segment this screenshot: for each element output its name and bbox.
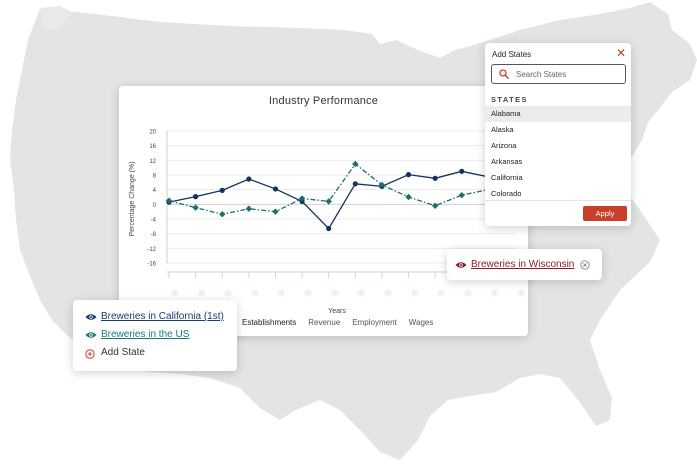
line-chart: 20 16 12 8 4 0 -4 -8 -12 -16 Percentage Change (%)… — [129, 130, 525, 315]
x-tick-placeholder — [490, 289, 498, 297]
y-tick-label: 12 — [149, 159, 156, 165]
state-item-alabama[interactable]: Alabama — [485, 106, 631, 122]
wisconsin-chip: Breweries in Wisconsin — [447, 249, 602, 280]
tab-employment[interactable]: Employment — [352, 318, 397, 327]
y-tick-label: 16 — [149, 144, 156, 150]
x-tick-placeholder — [331, 289, 339, 297]
x-tick-placeholder — [304, 289, 312, 297]
series-line-0 — [168, 170, 516, 230]
add-states-panel: Add States ✕ STATES Alabama Alaska Arizo… — [485, 43, 631, 226]
california-series-link[interactable]: Breweries in California (1st) — [101, 311, 224, 322]
state-item-alaska[interactable]: Alaska — [491, 125, 514, 134]
data-point — [219, 211, 226, 218]
wisconsin-series-link[interactable]: Breweries in Wisconsin — [471, 259, 575, 270]
panel-title: Add States — [492, 50, 532, 59]
state-item-colorado[interactable]: Colorado — [491, 189, 522, 198]
chart-title: Industry Performance — [268, 95, 379, 107]
x-tick-placeholder — [357, 289, 365, 297]
chart-card: Industry Performance 20 16 12 8 4 0 -4 -8 -12 -16… — [119, 86, 528, 336]
y-tick-label: 8 — [153, 174, 157, 180]
tab-revenue[interactable]: Revenue — [308, 318, 341, 327]
data-point — [405, 172, 412, 178]
x-tick-placeholder — [224, 289, 232, 297]
y-tick-label: -8 — [151, 232, 157, 238]
data-point — [165, 197, 173, 204]
us-series-link[interactable]: Breweries in the US — [101, 329, 190, 340]
data-point — [219, 187, 225, 193]
x-tick-placeholder — [437, 289, 445, 297]
y-tick-label: 20 — [149, 130, 156, 136]
x-tick-placeholder — [251, 289, 259, 297]
x-tick-placeholder — [517, 289, 525, 297]
data-point — [193, 194, 199, 200]
data-point — [192, 204, 199, 211]
x-tick-placeholder — [198, 289, 206, 297]
data-point — [352, 160, 359, 168]
y-tick-label: 0 — [153, 203, 157, 209]
add-circle-icon — [85, 349, 95, 359]
panel-divider — [485, 200, 631, 201]
series-line-1 — [168, 163, 516, 215]
series-legend-card: Breweries in California (1st) Breweries … — [73, 300, 237, 371]
eye-icon[interactable] — [455, 261, 467, 269]
data-point — [246, 176, 252, 182]
data-point — [352, 181, 358, 187]
data-point — [272, 208, 279, 215]
close-icon[interactable]: ✕ — [615, 46, 627, 60]
x-tick-placeholder — [171, 289, 179, 297]
x-tick-placeholder — [277, 289, 285, 297]
y-axis-title: Percentage Change (%) — [129, 161, 136, 236]
y-tick-label: -12 — [147, 247, 156, 253]
data-point — [378, 181, 386, 189]
data-point — [459, 168, 465, 174]
metric-tabs: Establishments Revenue Employment Wages — [242, 318, 433, 327]
state-item-arizona[interactable]: Arizona — [491, 141, 517, 150]
data-point — [298, 195, 306, 202]
search-input[interactable] — [516, 67, 620, 81]
add-state-label: Add State — [101, 347, 145, 358]
data-point — [272, 186, 279, 192]
eye-icon[interactable] — [85, 331, 97, 339]
states-heading: STATES — [491, 95, 528, 104]
data-point — [432, 175, 438, 181]
data-point — [405, 193, 412, 201]
data-point — [245, 205, 253, 212]
y-tick-label: -16 — [147, 262, 156, 268]
x-axis-title: Years — [328, 308, 346, 315]
y-tick-label: 4 — [153, 188, 157, 194]
data-point — [431, 202, 439, 209]
states-list: Alabama Alaska Arizona Arkansas Californ… — [485, 106, 631, 202]
data-point — [326, 225, 332, 232]
remove-circle-icon[interactable] — [580, 260, 590, 270]
search-box[interactable] — [491, 64, 626, 84]
tab-establishments[interactable]: Establishments — [242, 318, 297, 327]
search-icon — [499, 69, 509, 79]
state-item-arkansas[interactable]: Arkansas — [491, 157, 523, 166]
state-item-california[interactable]: California — [491, 173, 523, 182]
x-tick-placeholder — [464, 289, 472, 297]
x-tick-placeholder — [384, 289, 392, 297]
data-point — [325, 198, 332, 205]
tab-wages[interactable]: Wages — [408, 318, 434, 327]
apply-button[interactable]: Apply — [583, 206, 627, 221]
data-point — [458, 191, 465, 199]
y-tick-label: -4 — [151, 218, 157, 224]
x-tick-placeholder — [411, 289, 419, 297]
eye-icon[interactable] — [85, 313, 97, 321]
